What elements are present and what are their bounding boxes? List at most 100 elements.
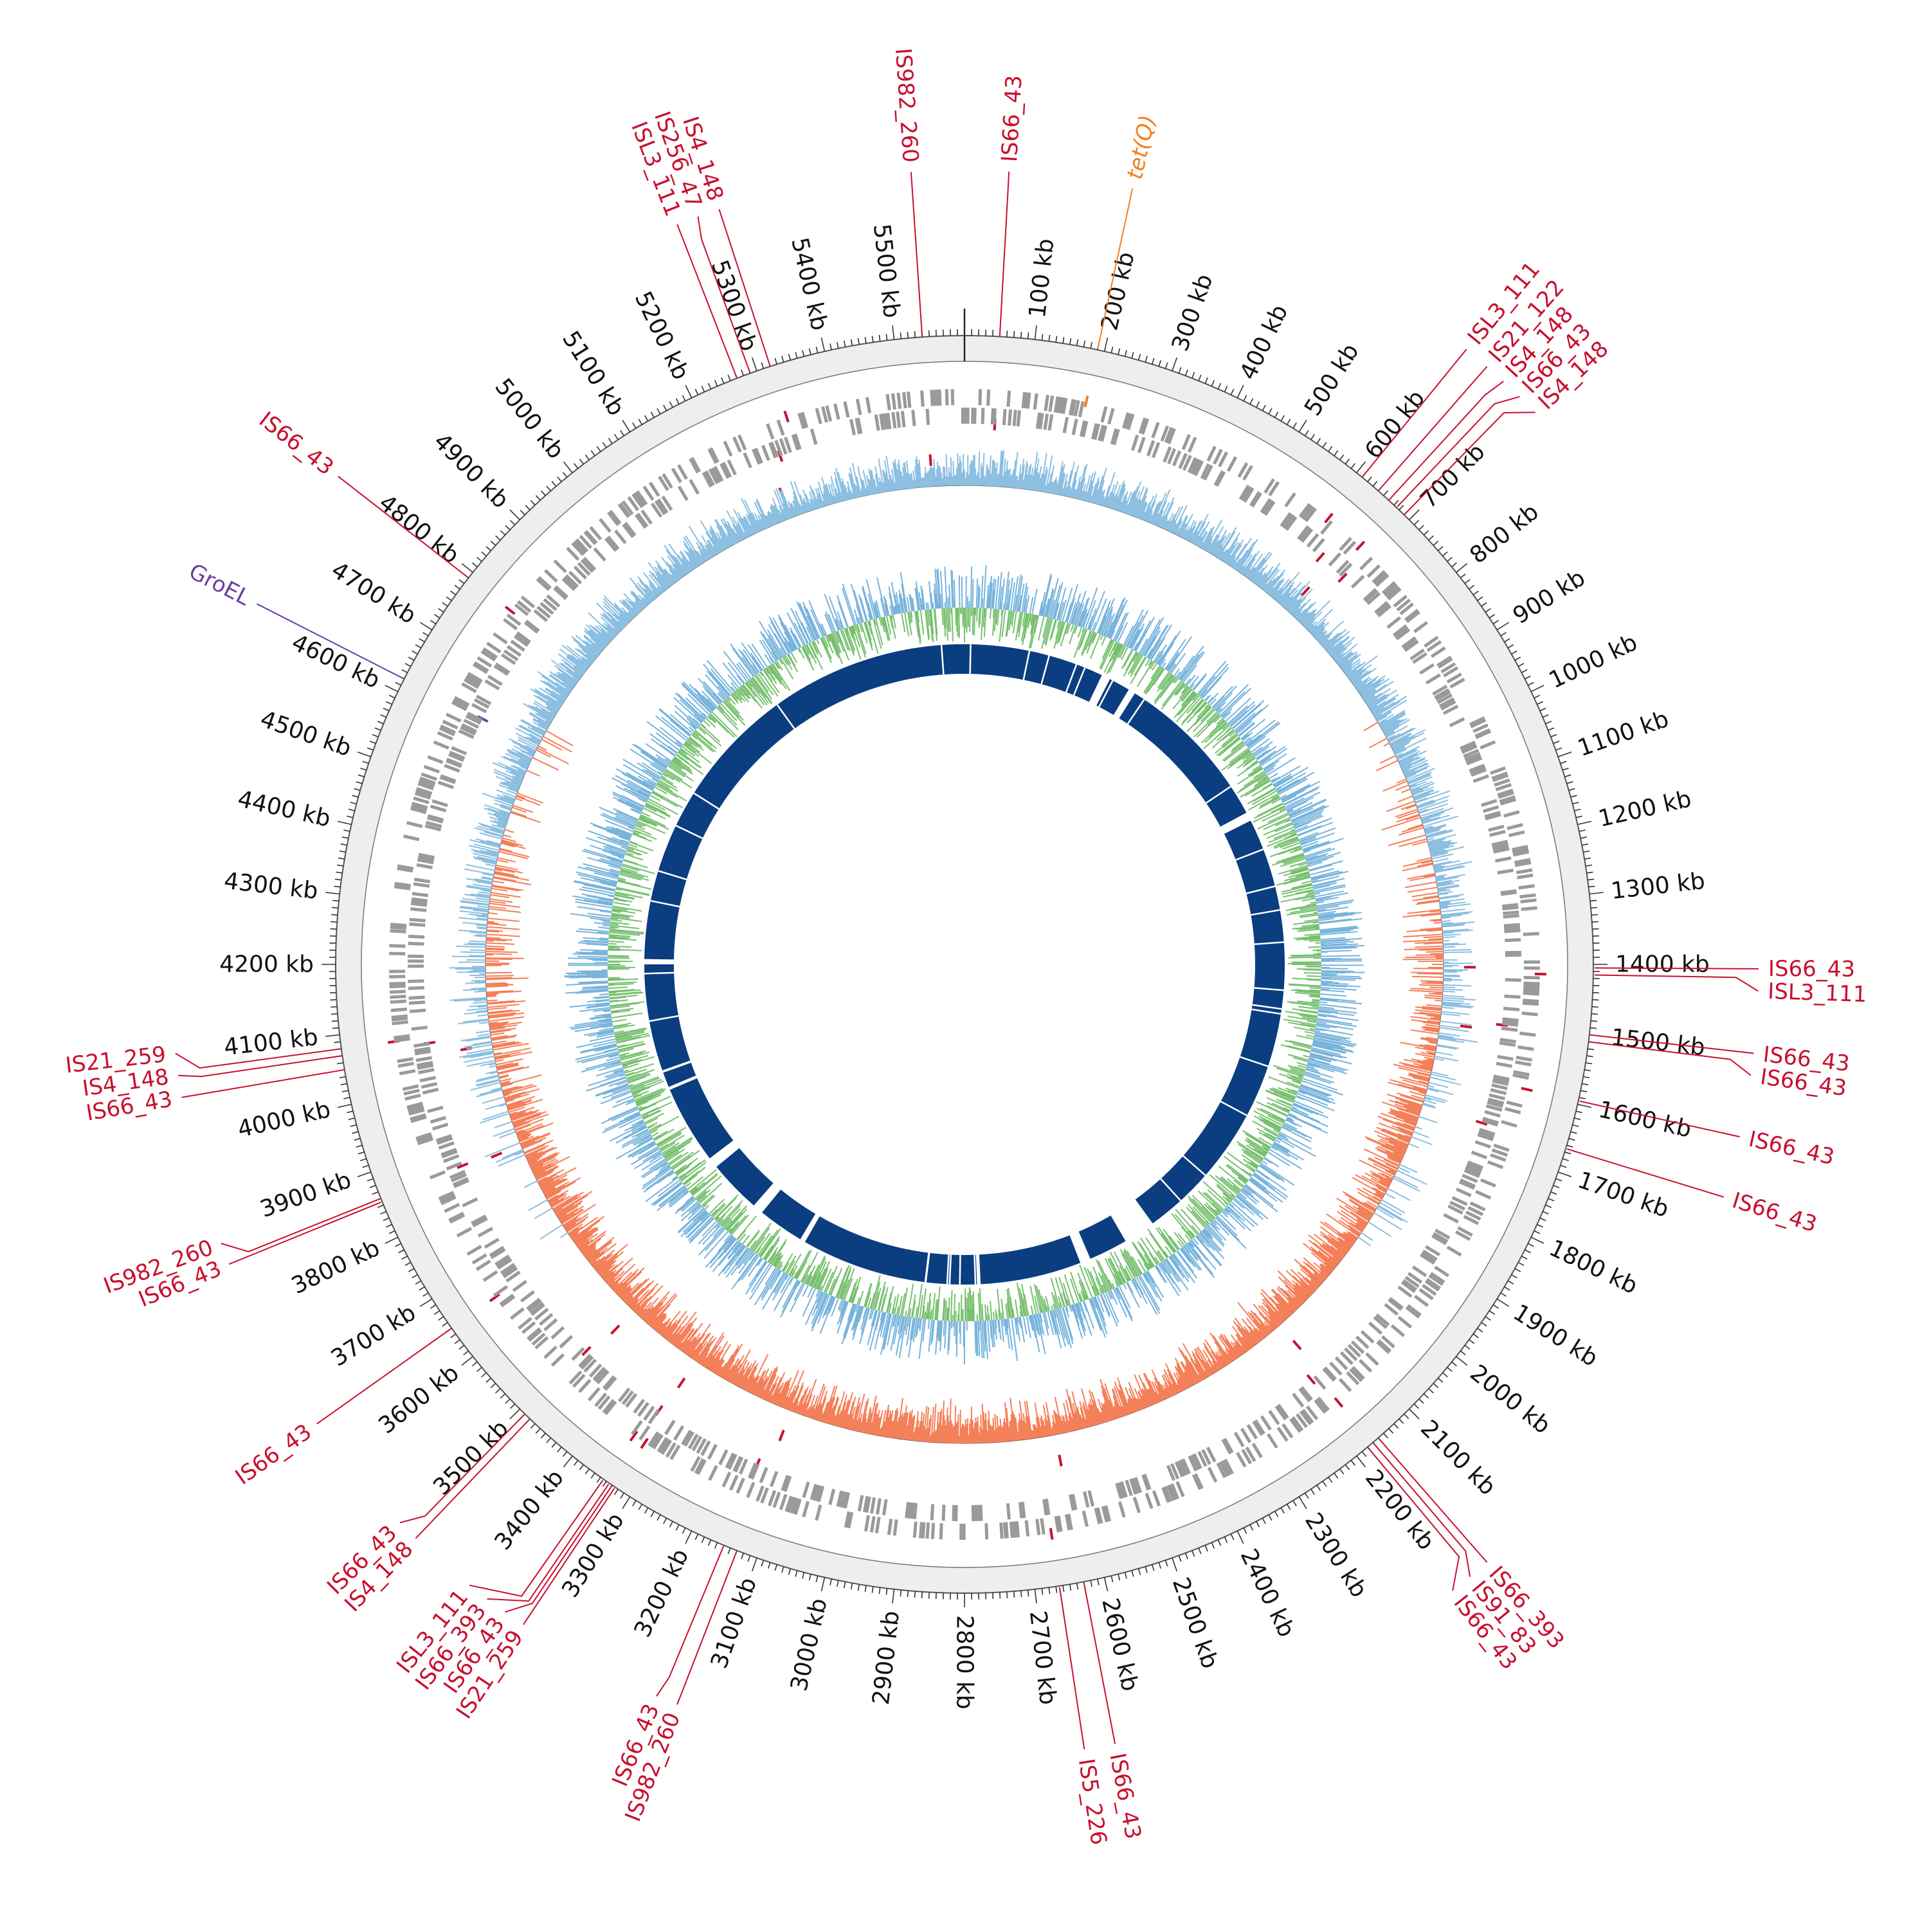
feature-mark <box>1356 541 1364 550</box>
scale-label: 5400 kb <box>786 235 833 333</box>
feature-mark <box>1307 1375 1315 1384</box>
blast-separator <box>974 1255 975 1285</box>
cds-forward-strand <box>389 389 1540 1540</box>
scale-label: 1000 kb <box>1545 629 1642 694</box>
feature-callout-line <box>1060 1587 1085 1749</box>
scale-label: 1900 kb <box>1508 1299 1602 1372</box>
scale-label: 2900 kb <box>868 1609 905 1706</box>
scale-label: 5100 kb <box>557 327 629 420</box>
scale-label: 2700 kb <box>1024 1609 1061 1706</box>
scale-label: 4400 kb <box>235 786 333 833</box>
scale-label: 4800 kb <box>374 490 464 570</box>
scale-label: 3200 kb <box>629 1545 694 1641</box>
feature-label: IS66_43 <box>997 75 1028 163</box>
scale-label: 1600 kb <box>1596 1096 1694 1143</box>
feature-callout-line <box>178 1056 341 1076</box>
scale-label: 3600 kb <box>374 1360 464 1440</box>
feature-mark <box>1051 1528 1053 1540</box>
feature-mark <box>779 1430 784 1441</box>
gc-content-track-layer <box>449 450 1478 1443</box>
feature-mark <box>1293 1341 1301 1350</box>
gc-content-negative <box>449 450 1478 1245</box>
scale-label: 1400 kb <box>1615 952 1710 978</box>
scale-label: 2500 kb <box>1167 1574 1223 1672</box>
scale-label: 4700 kb <box>327 557 421 629</box>
scale-label: 3800 kb <box>287 1235 384 1300</box>
scale-label: 4100 kb <box>222 1024 319 1061</box>
blast-hit-segment <box>812 1229 976 1270</box>
scale-label: 600 kb <box>1360 385 1430 464</box>
feature-mark <box>611 1326 619 1334</box>
scale-label: 2600 kb <box>1096 1596 1143 1693</box>
scale-label: 5200 kb <box>629 287 694 384</box>
scale-label: 4000 kb <box>235 1096 333 1143</box>
backbone-ring <box>349 348 1580 1580</box>
scale-label: 2800 kb <box>952 1615 978 1710</box>
feature-label: IS66_43 <box>231 1419 316 1490</box>
scale-label: 5500 kb <box>868 222 905 319</box>
blast-separator <box>960 1255 961 1285</box>
feature-label: IS66_43 <box>254 407 338 481</box>
scale-label: 1200 kb <box>1596 786 1694 833</box>
feature-label: ISL3_111 <box>1768 979 1867 1007</box>
scale-label: 1100 kb <box>1574 706 1672 762</box>
scale-label: 100 kb <box>1024 237 1060 320</box>
scale-label: 1700 kb <box>1574 1167 1672 1223</box>
blast-hit-segment <box>964 659 1096 689</box>
feature-mark <box>678 1378 685 1388</box>
feature-callout-line <box>181 1070 343 1097</box>
feature-mark <box>1521 1088 1533 1091</box>
feature-mark <box>505 607 514 614</box>
feature-label: GroEL <box>185 559 254 611</box>
scale-label: 5300 kb <box>706 257 762 354</box>
feature-label: IS982_260 <box>890 47 923 163</box>
scale-label: 2300 kb <box>1300 1508 1372 1602</box>
feature-mark <box>1316 553 1324 562</box>
scale-label: 800 kb <box>1465 499 1543 569</box>
feature-label: IS66_43 <box>1768 956 1855 982</box>
feature-label: IS66_43 <box>1104 1751 1146 1841</box>
scale-label: 200 kb <box>1096 249 1140 333</box>
blast-hit-segment <box>1085 1228 1118 1245</box>
feature-label: tet(Q) <box>1122 113 1161 181</box>
scale-label: 2400 kb <box>1235 1545 1300 1641</box>
scale-label: 2100 kb <box>1415 1415 1501 1501</box>
feature-mark <box>930 455 931 466</box>
scale-label: 500 kb <box>1300 339 1364 420</box>
feature-callout-line <box>1595 968 1759 969</box>
scale-label: 300 kb <box>1167 271 1218 354</box>
gc-skew-track-layer <box>565 565 1365 1364</box>
feature-mark <box>784 411 788 422</box>
feature-callout-line <box>911 172 922 336</box>
feature-callout-line <box>1000 172 1009 336</box>
scale-label: 3300 kb <box>557 1508 629 1602</box>
backbone-inner-edge <box>361 361 1568 1567</box>
scale-label: 4200 kb <box>219 952 314 978</box>
feature-callout-line <box>338 476 467 577</box>
backbone-ring-layer <box>336 309 1593 1593</box>
scale-label: 3400 kb <box>490 1465 570 1555</box>
scale-label: 4900 kb <box>428 428 514 514</box>
feature-mark <box>1059 1455 1061 1467</box>
scale-label: 1800 kb <box>1545 1235 1642 1300</box>
scale-label: 400 kb <box>1235 301 1294 384</box>
scale-label: 5000 kb <box>490 374 570 464</box>
cds-track-layer <box>389 389 1540 1540</box>
blast-hit-segment <box>728 1157 764 1194</box>
feature-mark <box>1085 395 1088 407</box>
scale-label: 2200 kb <box>1360 1465 1440 1555</box>
scale-label: 3500 kb <box>428 1415 514 1501</box>
scale-label: 1300 kb <box>1609 868 1706 905</box>
feature-label: IS5_226 <box>1073 1757 1112 1847</box>
blast-hit-segment <box>772 1201 808 1227</box>
feature-label: IS66_43 <box>1746 1126 1837 1170</box>
scale-label: 4500 kb <box>257 706 354 762</box>
blast-ring-layer <box>644 644 1284 1285</box>
blast-separator <box>970 644 971 674</box>
scale-label: 3000 kb <box>786 1596 833 1693</box>
scale-label: 4300 kb <box>222 868 319 905</box>
feature-label: IS66_43 <box>1729 1187 1820 1238</box>
